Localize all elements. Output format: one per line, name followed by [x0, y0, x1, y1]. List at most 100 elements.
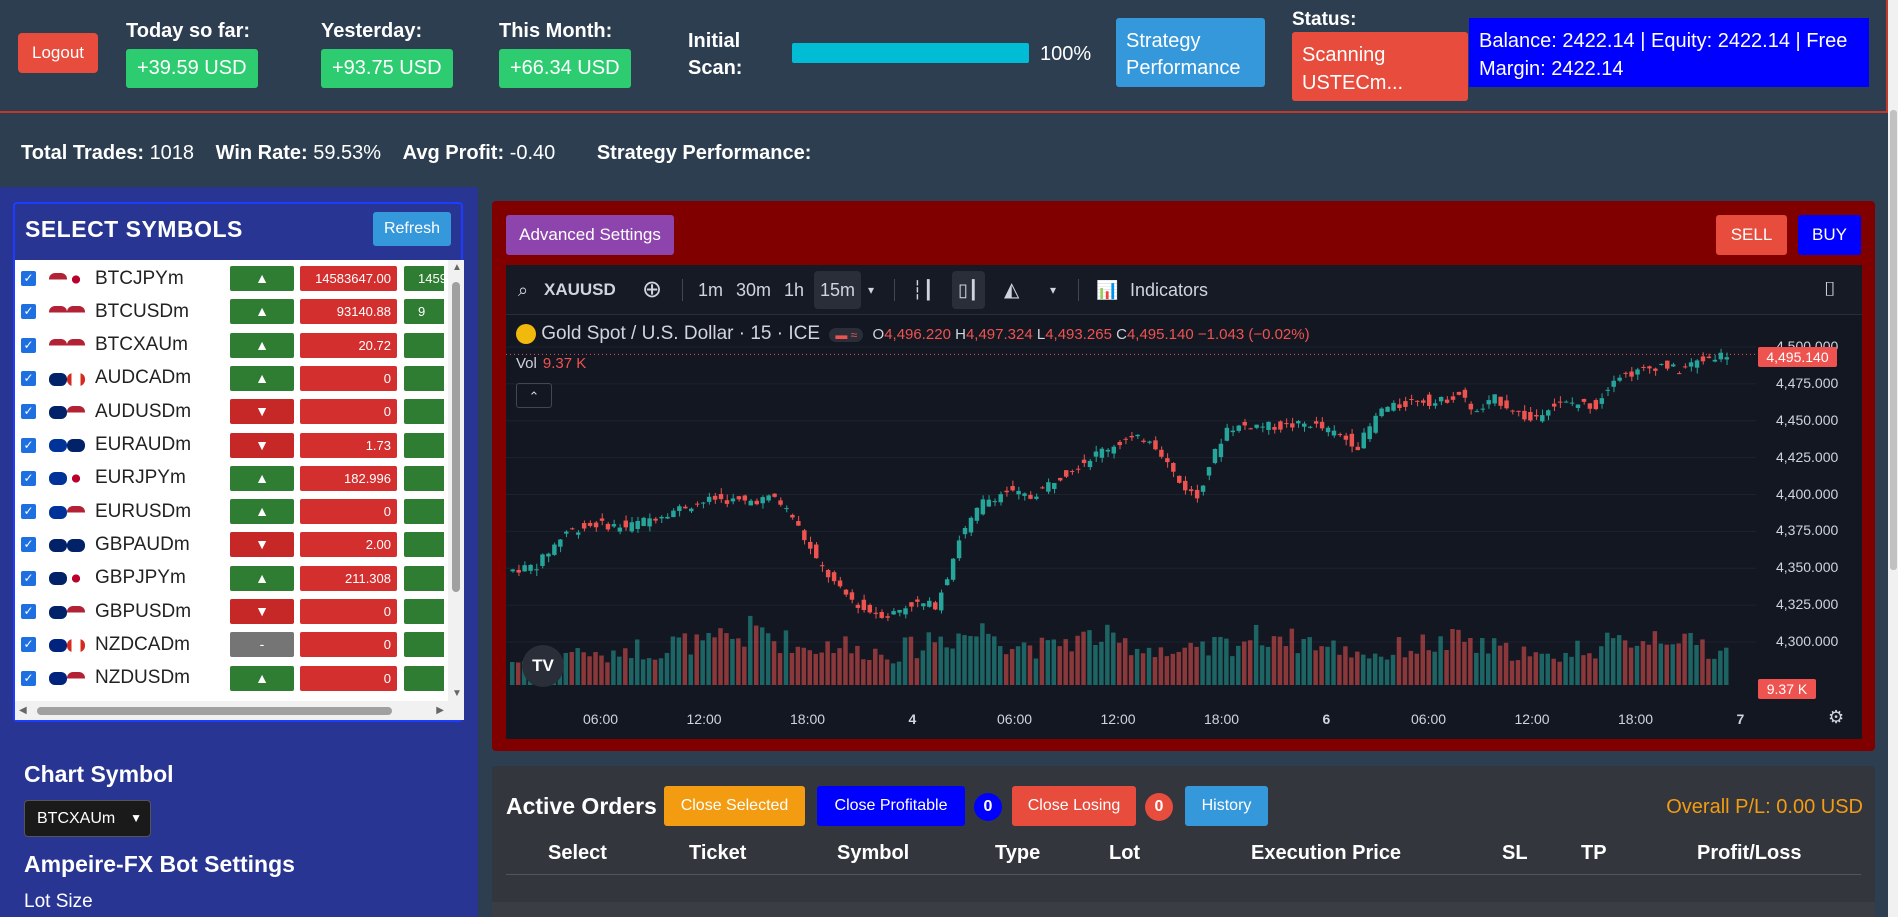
- balance-line-2: Margin: 2422.14: [1479, 58, 1624, 80]
- symbol-row[interactable]: ✓ BTCJPYm ▲ 14583647.00 1459: [15, 262, 460, 295]
- symbols-list[interactable]: ✓ BTCJPYm ▲ 14583647.00 1459 ✓ BTCUSDm ▲ 93140.8…: [15, 260, 464, 720]
- chart-symbol-search[interactable]: XAUUSD: [544, 280, 616, 299]
- candle-body: [1700, 356, 1706, 362]
- refresh-button[interactable]: Refresh: [372, 212, 451, 246]
- area-chart-icon[interactable]: ◭: [1004, 279, 1020, 301]
- bar-type-icon[interactable]: ┆┃: [912, 280, 934, 300]
- symbol-checkbox[interactable]: ✓: [21, 404, 36, 420]
- candle-body: [1587, 403, 1593, 409]
- page-scrollbar[interactable]: [1888, 0, 1898, 917]
- symbol-checkbox[interactable]: ✓: [21, 470, 36, 486]
- indicators-button[interactable]: Indicators: [1130, 280, 1209, 300]
- volume-bar: [1628, 647, 1634, 685]
- scroll-left-icon[interactable]: ◀: [19, 705, 27, 716]
- volume-bar: [1605, 632, 1610, 685]
- candle-body: [1171, 463, 1176, 472]
- symbols-horizontal-thumb[interactable]: [37, 707, 392, 715]
- chart-settings-icon[interactable]: ⚙: [1828, 707, 1845, 727]
- price-tick-label: 4,375.000: [1776, 522, 1839, 539]
- close-profitable-button[interactable]: Close Profitable: [817, 786, 965, 826]
- symbol-checkbox[interactable]: ✓: [21, 670, 36, 686]
- candle-body: [1718, 352, 1724, 360]
- candle-body: [1022, 493, 1027, 496]
- symbol-row[interactable]: ✓ GBPAUDm ▼ 2.00: [15, 528, 460, 561]
- chart-type-dropdown-icon[interactable]: ▾: [1050, 283, 1057, 297]
- symbol-row[interactable]: ✓ EURUSDm ▲ 0: [15, 495, 460, 528]
- timeframe-dropdown-icon[interactable]: ▾: [868, 283, 875, 297]
- symbol-checkbox[interactable]: ✓: [21, 271, 36, 286]
- yesterday-value: +93.75 USD: [321, 49, 453, 88]
- last-volume-tag: 9.37 K: [1758, 679, 1816, 699]
- timeframe-1m[interactable]: 1m: [698, 280, 724, 300]
- history-button[interactable]: History: [1185, 786, 1268, 826]
- candle-body: [927, 600, 932, 607]
- symbols-vertical-scrollbar[interactable]: ▲ ▼: [448, 260, 464, 701]
- timeframe-1h[interactable]: 1h: [784, 280, 805, 300]
- symbol-checkbox[interactable]: ✓: [21, 370, 36, 386]
- ohlc-c-label: C: [1116, 326, 1127, 343]
- symbol-checkbox[interactable]: ✓: [21, 337, 36, 353]
- symbol-row[interactable]: ✓ BTCXAUm ▲ 20.72: [15, 329, 460, 362]
- candle-body: [1260, 426, 1265, 428]
- symbol-row[interactable]: ✓ GBPJPYm ▲ 211.308: [15, 562, 460, 595]
- strategy-performance-button[interactable]: Strategy Performance: [1116, 18, 1265, 87]
- volume-bar: [1372, 653, 1378, 685]
- symbol-row[interactable]: ✓ AUDUSDm ▼ 0: [15, 395, 460, 428]
- timeframe-30m[interactable]: 30m: [736, 280, 772, 300]
- symbol-row[interactable]: ✓ NZDUSDm ▲ 0: [15, 662, 460, 695]
- advanced-settings-button[interactable]: Advanced Settings: [506, 215, 674, 255]
- volume-bar: [1616, 635, 1622, 685]
- symbol-checkbox[interactable]: ✓: [21, 570, 36, 586]
- buy-button[interactable]: BUY: [1798, 215, 1861, 255]
- volume-bar: [1497, 645, 1503, 685]
- symbol-row[interactable]: ✓ GBPUSDm ▼ 0: [15, 595, 460, 628]
- symbols-horizontal-scrollbar[interactable]: ◀ ▶: [15, 701, 464, 720]
- candle-body: [1034, 496, 1039, 499]
- volume-bar: [1515, 660, 1521, 685]
- volume-bar: [926, 632, 932, 685]
- page-scroll-thumb[interactable]: [1890, 110, 1897, 570]
- candle-body: [694, 503, 700, 505]
- volume-bar: [1706, 658, 1711, 685]
- volume-bar: [730, 638, 735, 685]
- symbol-checkbox[interactable]: ✓: [21, 604, 36, 619]
- symbol-row[interactable]: ✓ NZDCADm -0: [15, 628, 460, 661]
- symbol-checkbox[interactable]: ✓: [21, 504, 36, 520]
- overall-pl: Overall P/L: 0.00 USD: [1666, 796, 1863, 818]
- volume-bar: [1474, 652, 1479, 685]
- volume-bar: [1009, 648, 1015, 685]
- timeframe-15m[interactable]: 15m: [814, 271, 862, 309]
- symbol-checkbox[interactable]: ✓: [21, 637, 36, 653]
- candle-body: [712, 495, 718, 500]
- candle-body: [736, 496, 742, 500]
- scroll-right-icon[interactable]: ▶: [436, 705, 444, 716]
- candle-body: [1659, 363, 1664, 365]
- collapse-legend-icon[interactable]: ⌃: [516, 383, 552, 408]
- chart-symbol-select[interactable]: BTCXAUm ▼: [24, 800, 151, 837]
- symbol-checkbox[interactable]: ✓: [21, 537, 36, 553]
- close-selected-button[interactable]: Close Selected: [664, 786, 805, 826]
- volume-bar: [688, 654, 693, 685]
- symbol-row[interactable]: ✓ EURAUDm ▼ 1.73: [15, 429, 460, 462]
- strategy-performance-label: Strategy Performance:: [596, 142, 812, 164]
- indicators-icon[interactable]: 📊: [1096, 280, 1119, 300]
- search-icon[interactable]: ⌕: [518, 280, 529, 300]
- symbol-checkbox[interactable]: ✓: [21, 304, 36, 320]
- candlestick-icon[interactable]: ▯┃: [952, 271, 985, 309]
- close-losing-button[interactable]: Close Losing: [1012, 786, 1136, 826]
- symbol-row[interactable]: ✓ BTCUSDm ▲ 93140.88 9: [15, 295, 460, 328]
- symbol-row[interactable]: ✓ EURJPYm ▲ 182.996: [15, 462, 460, 495]
- candle-body: [921, 603, 926, 607]
- sell-button[interactable]: SELL: [1716, 215, 1787, 255]
- logout-button[interactable]: Logout: [18, 33, 98, 73]
- symbol-name: NZDCADm: [95, 633, 190, 655]
- tradingview-chart[interactable]: ⌕ XAUUSD ⊕ 1m 30m 1h 15m ▾ ┆┃ ▯┃ ◭ ▾ 📊 I…: [506, 265, 1862, 739]
- camera-icon[interactable]: ⌷: [1824, 279, 1836, 301]
- scroll-down-icon[interactable]: ▼: [452, 688, 462, 699]
- add-symbol-icon[interactable]: ⊕: [642, 276, 663, 303]
- symbols-vertical-thumb[interactable]: [452, 282, 460, 592]
- scroll-up-icon[interactable]: ▲: [452, 262, 462, 273]
- symbol-checkbox[interactable]: ✓: [21, 437, 36, 453]
- symbol-row[interactable]: ✓ AUDCADm ▲ 0: [15, 362, 460, 395]
- flag-us-icon: [67, 339, 85, 353]
